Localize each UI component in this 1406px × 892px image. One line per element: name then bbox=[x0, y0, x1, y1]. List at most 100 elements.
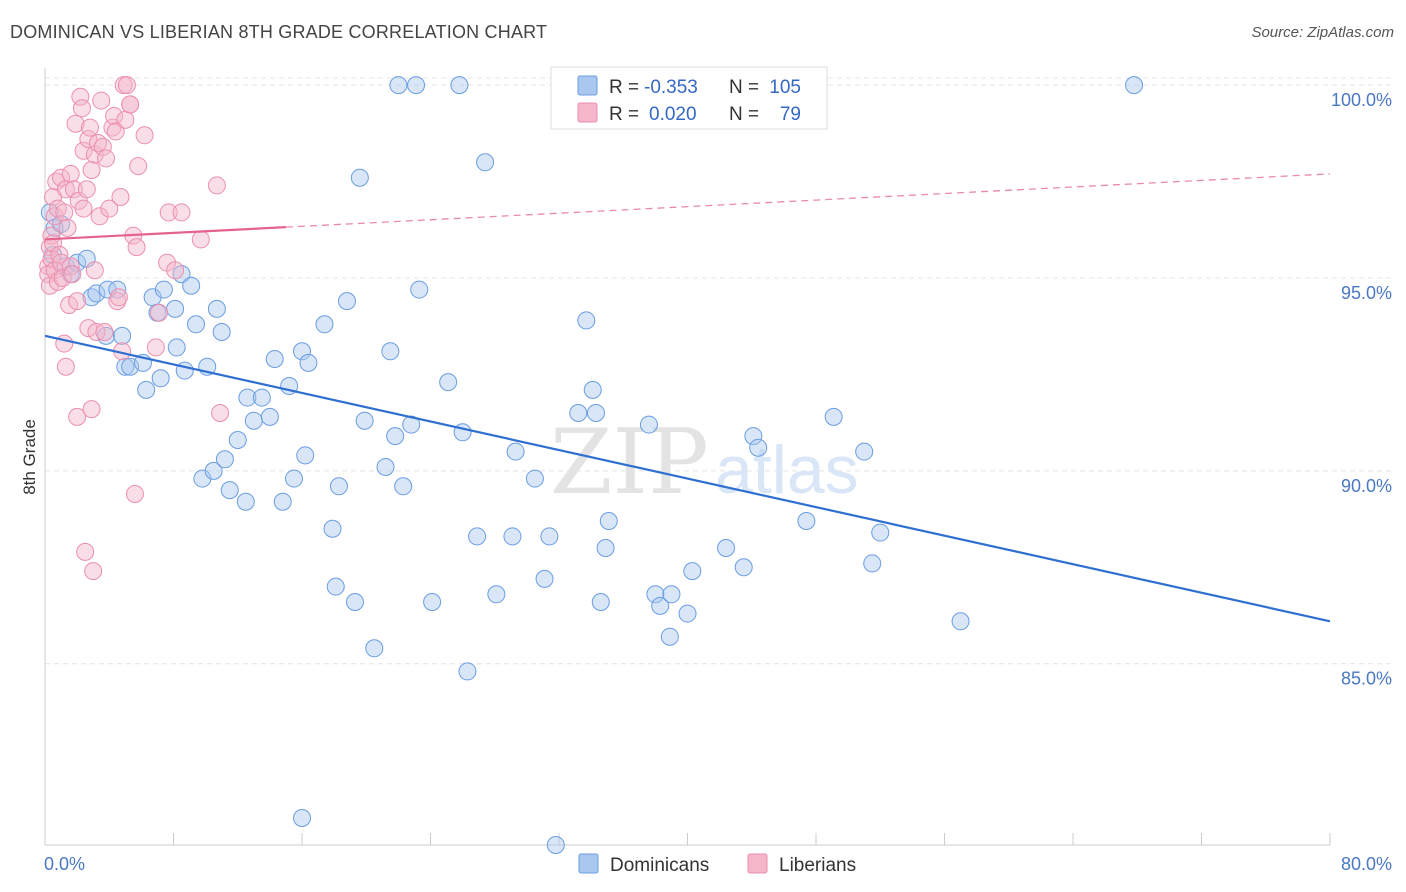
point-liberians bbox=[77, 180, 96, 199]
point-dominicans bbox=[299, 353, 318, 372]
correlation-legend: R = -0.353 N = 105 R = 0.020 N = 79 bbox=[550, 66, 828, 130]
point-dominicans bbox=[577, 311, 596, 330]
point-dominicans bbox=[717, 539, 736, 557]
legend-swatch-liberians bbox=[577, 102, 598, 123]
y-tick-label: 85.0% bbox=[1341, 669, 1392, 689]
point-dominicans bbox=[662, 585, 681, 604]
point-dominicans bbox=[569, 404, 588, 422]
point-liberians bbox=[95, 323, 114, 341]
point-dominicans bbox=[315, 315, 334, 334]
point-dominicans bbox=[599, 512, 618, 530]
y-tick-label: 95.0% bbox=[1341, 283, 1392, 303]
point-dominicans bbox=[591, 593, 610, 611]
point-liberians bbox=[52, 253, 71, 272]
point-dominicans bbox=[540, 527, 559, 546]
point-liberians bbox=[106, 122, 125, 141]
trend-lines bbox=[44, 173, 1331, 623]
point-liberians bbox=[50, 245, 69, 264]
point-liberians bbox=[82, 400, 101, 419]
legend-n-value-liberians: 79 bbox=[780, 104, 801, 125]
point-dominicans bbox=[476, 153, 495, 172]
point-dominicans bbox=[1125, 76, 1144, 95]
legend-swatch-dominicans-bottom bbox=[578, 853, 599, 874]
point-liberians bbox=[166, 261, 185, 280]
watermark-zip: ZIP bbox=[550, 410, 709, 515]
point-liberians bbox=[97, 149, 116, 168]
point-dominicans bbox=[487, 585, 506, 604]
point-dominicans bbox=[113, 326, 132, 345]
legend-r-label-liberians: R = bbox=[609, 104, 639, 125]
trend-line-liberians-dashed bbox=[285, 173, 1331, 228]
point-dominicans bbox=[683, 562, 702, 581]
point-liberians bbox=[129, 157, 148, 176]
point-liberians bbox=[111, 188, 130, 206]
point-liberians bbox=[71, 87, 90, 106]
legend-label-dominicans: Dominicans bbox=[610, 855, 709, 876]
point-liberians bbox=[207, 176, 226, 195]
legend-r-label-dominicans: R = bbox=[609, 77, 639, 98]
point-dominicans bbox=[238, 388, 257, 407]
trend-line-liberians-solid bbox=[44, 226, 286, 241]
series-legend: Dominicans Liberians bbox=[578, 853, 856, 876]
point-dominicans bbox=[525, 469, 544, 488]
point-dominicans bbox=[87, 284, 106, 303]
point-liberians bbox=[52, 168, 71, 187]
point-dominicans bbox=[186, 315, 205, 334]
legend-r-value-liberians: 0.020 bbox=[649, 104, 697, 125]
point-liberians bbox=[68, 407, 87, 426]
point-liberians bbox=[191, 230, 210, 249]
point-liberians bbox=[135, 126, 154, 145]
point-liberians bbox=[55, 203, 74, 222]
point-dominicans bbox=[535, 569, 554, 588]
source-label: Source: ZipAtlas.com bbox=[1251, 24, 1394, 41]
watermark-atlas: atlas bbox=[715, 432, 859, 508]
point-liberians bbox=[74, 141, 93, 160]
y-axis-label: 8th Grade bbox=[20, 419, 39, 495]
point-liberians bbox=[127, 238, 146, 257]
point-liberians bbox=[116, 110, 135, 129]
point-dominicans bbox=[389, 76, 408, 95]
y-tick-label: 90.0% bbox=[1341, 476, 1392, 496]
point-dominicans bbox=[228, 431, 247, 449]
point-dominicans bbox=[329, 477, 348, 496]
point-dominicans bbox=[660, 627, 679, 646]
point-dominicans bbox=[402, 415, 421, 434]
point-dominicans bbox=[204, 461, 223, 480]
point-dominicans bbox=[824, 407, 843, 426]
point-dominicans bbox=[386, 427, 405, 446]
point-dominicans bbox=[678, 604, 697, 623]
point-liberians bbox=[68, 292, 87, 311]
legend-n-label-liberians: N = bbox=[729, 104, 759, 125]
point-liberians bbox=[146, 338, 165, 357]
legend-swatch-liberians-bottom bbox=[747, 853, 768, 874]
point-dominicans bbox=[323, 519, 342, 538]
point-dominicans bbox=[293, 342, 311, 361]
point-liberians bbox=[100, 199, 119, 218]
point-liberians bbox=[172, 203, 191, 222]
point-dominicans bbox=[215, 450, 234, 469]
point-liberians bbox=[79, 130, 98, 149]
point-dominicans bbox=[166, 299, 185, 318]
point-dominicans bbox=[355, 411, 374, 430]
point-dominicans bbox=[583, 380, 602, 399]
point-liberians bbox=[55, 334, 74, 353]
point-liberians bbox=[90, 207, 109, 226]
point-dominicans bbox=[252, 388, 271, 407]
point-dominicans bbox=[326, 577, 345, 596]
point-liberians bbox=[150, 303, 169, 322]
point-dominicans bbox=[260, 407, 279, 426]
point-dominicans bbox=[951, 612, 970, 631]
legend-r-value-dominicans: -0.353 bbox=[644, 77, 698, 98]
point-dominicans bbox=[293, 809, 311, 827]
point-dominicans bbox=[596, 539, 615, 557]
point-dominicans bbox=[350, 168, 369, 187]
point-dominicans bbox=[410, 280, 429, 299]
point-dominicans bbox=[506, 442, 525, 461]
legend-n-value-dominicans: 105 bbox=[769, 77, 801, 98]
point-dominicans bbox=[207, 299, 226, 318]
point-dominicans bbox=[646, 585, 665, 604]
point-liberians bbox=[93, 137, 112, 156]
point-dominicans bbox=[154, 280, 173, 299]
point-dominicans bbox=[468, 527, 487, 546]
legend-n-label-dominicans: N = bbox=[729, 77, 759, 98]
